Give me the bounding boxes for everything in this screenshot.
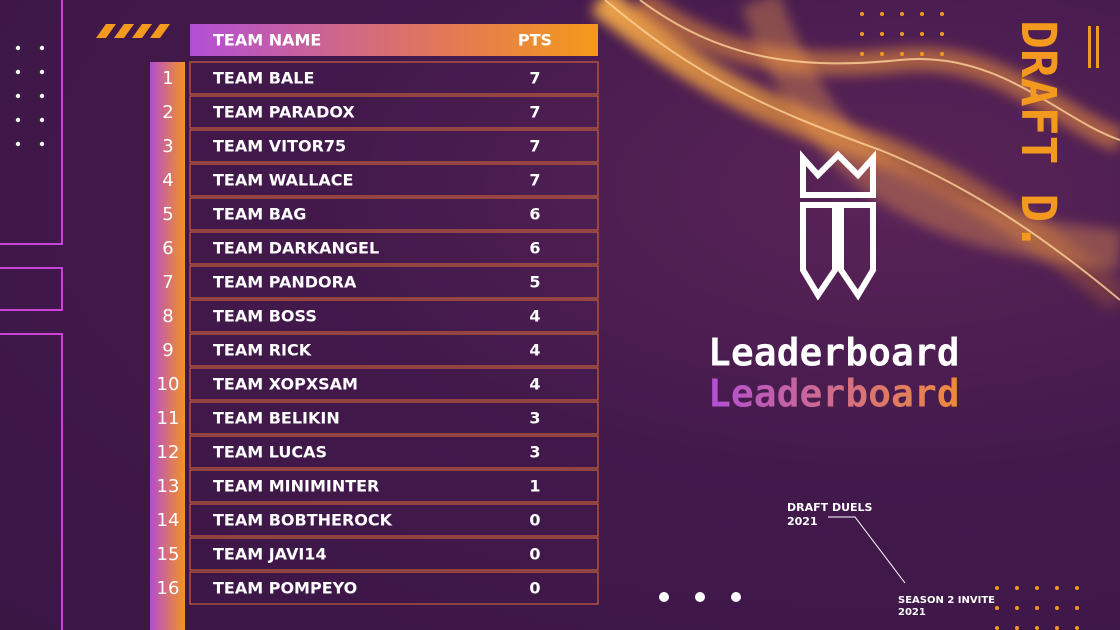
row-box [189,537,599,571]
left-decor [0,0,63,630]
rank: 10 [157,374,180,395]
rank: 2 [162,102,173,123]
points: 7 [529,171,540,190]
team-name: TEAM PANDORA [213,273,357,292]
team-name: TEAM VITOR75 [213,137,346,156]
team-name: TEAM DARKANGEL [213,239,379,258]
light-lines [604,0,1120,301]
rank: 9 [162,340,173,361]
logo [800,150,876,301]
rank: 7 [162,272,173,293]
team-name: TEAM XOPXSAM [213,375,358,394]
table-rows: 1 TEAM BALE 7 2 TEAM PARADOX 7 3 TEAM VITOR75 7 4… [157,61,599,605]
row-box [189,469,599,503]
orange-dots [860,12,1079,630]
row-box [189,231,599,265]
team-name: TEAM RICK [213,341,312,360]
team-name: TEAM BALE [213,69,314,88]
title-echo: Leaderboard [708,372,960,416]
row-box [189,61,599,95]
team-name: TEAM BAG [213,205,306,224]
row-box [189,367,599,401]
season-label: SEASON 2 INVITE 2021 [898,595,995,618]
points: 7 [529,103,540,122]
column-header: TEAM NAME [213,31,321,50]
points: 3 [529,443,540,462]
team-name: TEAM BELIKIN [213,409,340,428]
points: 0 [529,545,540,564]
dot-grid [15,45,45,147]
rank: 1 [162,68,173,89]
team-name: TEAM WALLACE [213,171,353,190]
connector [828,516,906,584]
team-name: TEAM POMPEYO [213,579,357,598]
team-name: TEAM MINIMINTER [213,477,379,496]
points: 6 [529,239,540,258]
stripes [96,24,170,38]
points: 0 [529,579,540,598]
rank: 15 [157,544,180,565]
vertical-brand: DRAFT D. [1010,20,1066,251]
points: 0 [529,511,540,530]
rank: 11 [157,408,180,429]
column-header: PTS [518,31,552,50]
team-name: TEAM BOSS [213,307,317,326]
points: 1 [529,477,540,496]
points: 5 [529,273,540,292]
stripes-right [1088,26,1099,68]
rank-strip [150,62,185,630]
team-name: TEAM PARADOX [213,103,355,122]
points: 4 [529,375,540,394]
points: 3 [529,409,540,428]
points: 7 [529,69,540,88]
rank: 8 [162,306,173,327]
title: Leaderboard [708,331,960,375]
row-box [189,401,599,435]
team-name: TEAM BOBTHEROCK [213,511,393,530]
row-box [189,503,599,537]
pager-dots [659,592,741,602]
rank: 5 [162,204,173,225]
row-box [189,299,599,333]
points: 4 [529,341,540,360]
rank: 3 [162,136,173,157]
points: 4 [529,307,540,326]
rank: 4 [162,170,173,191]
row-box [189,333,599,367]
points: 7 [529,137,540,156]
row-box [189,197,599,231]
rank: 16 [157,578,180,599]
row-box [189,435,599,469]
row-box [189,265,599,299]
rank: 12 [157,442,180,463]
team-name: TEAM JAVI14 [213,545,327,564]
row-box [189,129,599,163]
team-name: TEAM LUCAS [213,443,327,462]
points: 6 [529,205,540,224]
row-box [189,163,599,197]
rank: 6 [162,238,173,259]
event-label: DRAFT DUELS 2021 [787,501,873,528]
row-box [189,95,599,129]
rank: 14 [157,510,180,531]
rank: 13 [157,476,180,497]
row-box [189,571,599,605]
header-bar [190,24,598,56]
